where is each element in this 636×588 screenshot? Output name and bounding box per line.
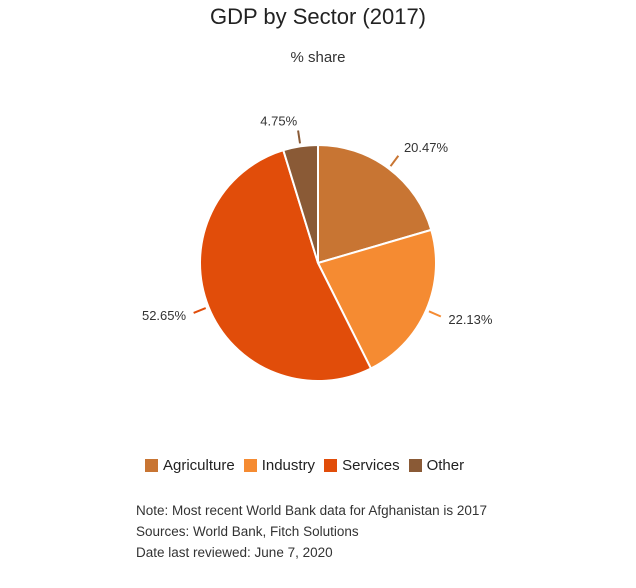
legend-label-services: Services [342, 457, 400, 474]
legend-item-services[interactable]: Services [324, 457, 400, 474]
legend-item-industry[interactable]: Industry [243, 457, 316, 474]
legend-item-other[interactable]: Other [408, 457, 465, 474]
date-reviewed-line: Date last reviewed: June 7, 2020 [136, 545, 333, 560]
chart-title: GDP by Sector (2017) [209, 4, 427, 29]
legend-label-agriculture: Agriculture [163, 457, 235, 474]
chart-subtitle: % share [290, 49, 346, 66]
data-label-other: 4.75% [260, 114, 297, 129]
legend-label-other: Other [426, 457, 465, 474]
legend-swatch-industry [243, 459, 257, 472]
chart-notes: Note: Most recent World Bank data for Af… [136, 500, 487, 563]
legend-swatch-agriculture [145, 459, 158, 472]
leader-line-industry [428, 310, 442, 318]
data-label-industry: 22.13% [448, 312, 493, 327]
leader-line-services [193, 307, 207, 314]
legend-swatch-services [324, 459, 338, 472]
leader-line-other [297, 130, 301, 144]
pie-slice-agriculture[interactable] [317, 143, 433, 265]
pie-slice-services[interactable] [199, 148, 373, 382]
legend-label-industry: Industry [261, 457, 316, 474]
sources-line: Sources: World Bank, Fitch Solutions [136, 524, 359, 539]
data-label-services: 52.65% [142, 308, 187, 323]
legend-swatch-other [408, 459, 422, 472]
note-line: Note: Most recent World Bank data for Af… [136, 503, 487, 518]
pie-slice-industry[interactable] [316, 228, 437, 370]
leader-line-agriculture [389, 155, 400, 167]
data-label-agriculture: 20.47% [404, 140, 449, 155]
pie-slice-other[interactable] [282, 143, 319, 264]
legend: Agriculture Industry Services Other [145, 457, 473, 474]
legend-item-agriculture[interactable]: Agriculture [145, 457, 235, 474]
